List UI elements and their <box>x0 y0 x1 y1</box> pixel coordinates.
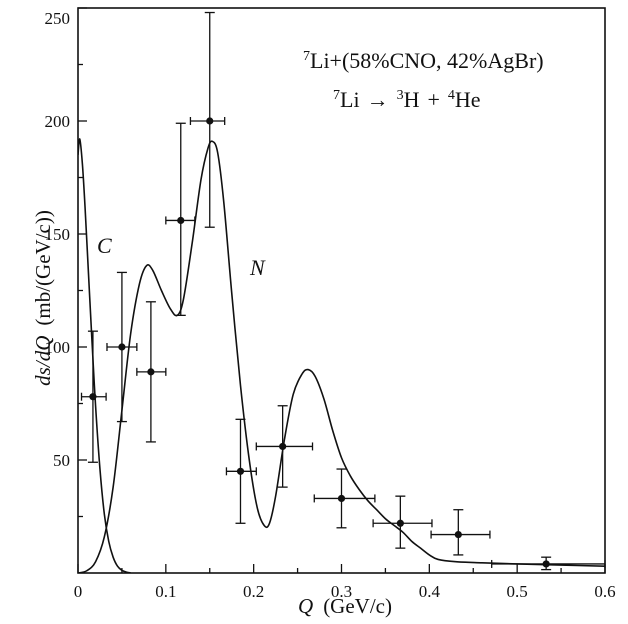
x-tick-label: 0.6 <box>594 582 615 601</box>
y-tick-label: 50 <box>53 451 70 470</box>
x-tick-labels: 0 0.1 0.2 0.3 0.4 0.5 0.6 <box>74 582 616 601</box>
curve-n <box>78 140 605 573</box>
x-tick-label: 0.3 <box>331 582 352 601</box>
y-axis-label: ds/dQ (mb/(GeV/c)) <box>31 210 55 386</box>
data-points-layer <box>80 11 606 571</box>
data-point-group <box>225 418 257 524</box>
x-tick-label: 0.4 <box>419 582 441 601</box>
y-tick-label: 200 <box>45 112 71 131</box>
curve-n-label: N <box>249 255 266 280</box>
x-tick-label: 0 <box>74 582 83 601</box>
data-point-group <box>136 301 167 443</box>
data-point-group <box>165 122 196 317</box>
y-tick-label: 100 <box>45 338 71 357</box>
curves-layer <box>78 138 605 573</box>
mass-number-superscript: 3 <box>397 88 404 103</box>
data-point <box>89 393 97 401</box>
axis-ticks <box>77 7 606 573</box>
reaction-plus: + <box>427 87 439 112</box>
data-point <box>118 343 126 351</box>
data-point <box>206 117 214 125</box>
data-point <box>279 442 287 451</box>
data-point-group <box>106 271 138 423</box>
data-point-group <box>80 330 107 463</box>
data-point-group <box>430 509 491 556</box>
x-tick-label: 0.2 <box>243 582 264 601</box>
data-point <box>337 494 346 503</box>
data-point <box>396 519 404 527</box>
y-axis-unit: (mb/(GeV/c)) <box>31 210 55 325</box>
data-point-group <box>255 405 314 488</box>
reaction-text: He <box>455 87 481 112</box>
curve-c <box>78 138 131 573</box>
reaction-text: Li <box>340 87 360 112</box>
data-point-group <box>491 556 606 571</box>
reaction-annotation: 7Li → 3H +4He <box>333 87 481 112</box>
data-point-group <box>313 468 376 529</box>
mass-number-superscript: 7 <box>303 49 310 64</box>
y-tick-labels: 50 100 150 200 250 <box>45 9 71 470</box>
curve-c-label: C <box>97 233 112 258</box>
x-axis-label: Q (GeV/c) <box>298 594 392 618</box>
reaction-arrow: → <box>367 87 389 112</box>
data-point-group <box>189 11 226 228</box>
data-point-group <box>372 495 433 549</box>
y-tick-label: 250 <box>45 9 71 28</box>
x-axis-symbol: Q <box>298 594 313 618</box>
x-tick-label: 0.5 <box>507 582 528 601</box>
mass-number-superscript: 7 <box>333 88 340 103</box>
y-axis-symbol: ds/dQ <box>31 336 55 386</box>
data-point <box>236 467 245 475</box>
mass-number-superscript: 4 <box>448 88 455 103</box>
reaction-text: H <box>404 87 420 112</box>
y-tick-label: 150 <box>45 225 71 244</box>
data-point <box>454 530 462 539</box>
target-annotation: 7Li+(58%CNO, 42%AgBr) <box>303 48 544 73</box>
x-axis-unit: (GeV/c) <box>323 594 392 618</box>
x-tick-label: 0.1 <box>155 582 176 601</box>
data-point <box>542 560 550 568</box>
data-point <box>147 368 155 376</box>
data-point <box>177 216 185 225</box>
target-composition-text: Li+(58%CNO, 42%AgBr) <box>310 48 544 73</box>
